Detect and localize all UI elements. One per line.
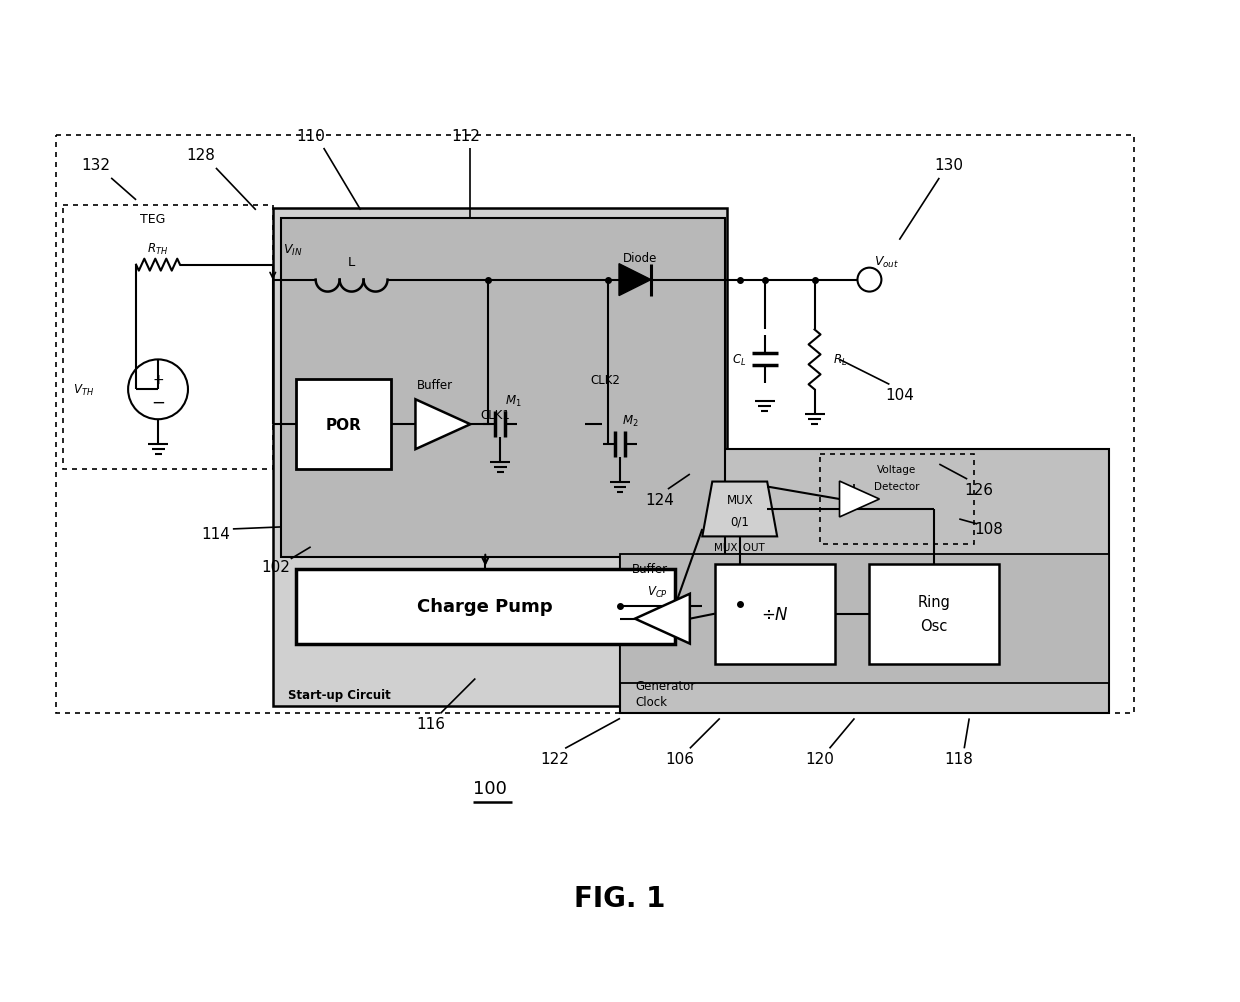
Text: MUX: MUX bbox=[727, 493, 753, 506]
Polygon shape bbox=[839, 482, 879, 517]
Text: 102: 102 bbox=[262, 560, 290, 575]
Text: Ring: Ring bbox=[918, 594, 951, 609]
Text: 124: 124 bbox=[646, 492, 675, 507]
Text: 0/1: 0/1 bbox=[730, 515, 749, 528]
Text: Generator: Generator bbox=[635, 679, 696, 692]
Text: MUX_OUT: MUX_OUT bbox=[714, 541, 765, 552]
Bar bbox=[869, 564, 999, 664]
Text: Buffer: Buffer bbox=[632, 563, 668, 576]
Text: TEG: TEG bbox=[140, 213, 166, 226]
Text: 118: 118 bbox=[945, 752, 973, 766]
Text: 112: 112 bbox=[451, 128, 480, 143]
Text: L: L bbox=[348, 256, 355, 269]
Text: CLK2: CLK2 bbox=[590, 374, 620, 387]
Text: 110: 110 bbox=[296, 128, 325, 143]
Text: Detector: Detector bbox=[874, 482, 920, 492]
Text: Clock: Clock bbox=[635, 695, 667, 708]
Text: 128: 128 bbox=[186, 148, 216, 163]
Text: 132: 132 bbox=[82, 158, 110, 173]
Bar bbox=[63, 205, 273, 470]
Text: Diode: Diode bbox=[622, 252, 657, 265]
Text: CLK1: CLK1 bbox=[480, 409, 510, 421]
Text: 122: 122 bbox=[541, 752, 569, 766]
Bar bbox=[714, 564, 835, 664]
Text: Buffer: Buffer bbox=[418, 379, 454, 392]
Text: 106: 106 bbox=[666, 752, 694, 766]
Bar bbox=[56, 136, 1133, 713]
Text: 108: 108 bbox=[975, 522, 1003, 537]
Text: POR: POR bbox=[325, 417, 361, 432]
Text: 104: 104 bbox=[885, 388, 914, 403]
Text: FIG. 1: FIG. 1 bbox=[574, 884, 666, 912]
Text: Voltage: Voltage bbox=[877, 465, 916, 475]
Polygon shape bbox=[619, 265, 651, 297]
Bar bbox=[295, 380, 391, 470]
Text: $\div N$: $\div N$ bbox=[760, 605, 789, 623]
Text: Osc: Osc bbox=[920, 618, 949, 633]
Bar bbox=[620, 554, 1109, 683]
Polygon shape bbox=[702, 482, 777, 537]
Text: $R_L$: $R_L$ bbox=[832, 353, 847, 368]
Text: Charge Pump: Charge Pump bbox=[418, 597, 553, 615]
Text: −: − bbox=[151, 393, 165, 411]
Text: $V_{TH}$: $V_{TH}$ bbox=[73, 383, 94, 398]
Text: $V_{CP}$: $V_{CP}$ bbox=[646, 584, 667, 599]
Bar bbox=[295, 569, 675, 644]
Bar bbox=[273, 208, 727, 706]
Text: $R_{TH}$: $R_{TH}$ bbox=[148, 241, 169, 257]
Text: $C_L$: $C_L$ bbox=[733, 353, 746, 368]
Bar bbox=[820, 455, 975, 544]
Text: 114: 114 bbox=[201, 527, 231, 542]
Bar bbox=[620, 450, 1109, 713]
Text: 120: 120 bbox=[805, 752, 835, 766]
Text: $V_{IN}$: $V_{IN}$ bbox=[283, 242, 303, 258]
Text: 126: 126 bbox=[965, 482, 993, 497]
Text: $M_2$: $M_2$ bbox=[622, 413, 639, 428]
Text: 100: 100 bbox=[474, 780, 507, 798]
Polygon shape bbox=[415, 400, 470, 450]
Text: $M_1$: $M_1$ bbox=[505, 394, 522, 409]
Text: 130: 130 bbox=[935, 158, 963, 173]
Polygon shape bbox=[635, 594, 689, 644]
Text: 116: 116 bbox=[415, 716, 445, 731]
Text: $V_{out}$: $V_{out}$ bbox=[874, 255, 899, 270]
Text: +: + bbox=[153, 373, 164, 387]
Bar bbox=[280, 218, 724, 557]
Text: Start-up Circuit: Start-up Circuit bbox=[288, 688, 391, 701]
